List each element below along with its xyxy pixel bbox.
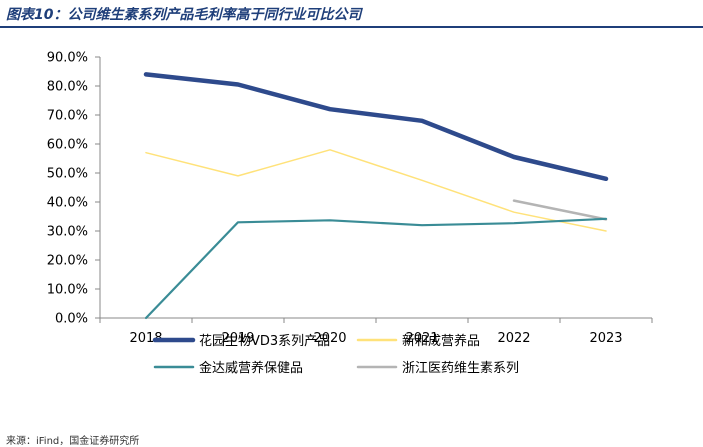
y-tick-label: 0.0% [55, 312, 88, 327]
y-tick-label: 10.0% [47, 283, 88, 298]
y-tick-label: 50.0% [47, 167, 88, 182]
series-line [512, 199, 608, 221]
x-tick-label: 2023 [589, 331, 622, 346]
series-line [144, 217, 608, 320]
legend-label: 浙江医药维生素系列 [402, 361, 519, 376]
y-tick-label: 90.0% [47, 51, 88, 66]
y-tick-label: 60.0% [47, 138, 88, 153]
y-tick-label: 70.0% [47, 109, 88, 124]
x-tick-label: 2022 [497, 331, 530, 346]
x-tick-label: 2020 [313, 331, 346, 346]
x-tick-label: 2018 [129, 331, 162, 346]
y-tick-label: 20.0% [47, 254, 88, 269]
legend-label: 花园生物VD3系列产品 [199, 333, 330, 349]
x-tick-label: 2019 [221, 331, 254, 346]
series-line [145, 149, 607, 232]
title-bar: 图表10：公司维生素系列产品毛利率高于同行业可比公司 [0, 0, 703, 30]
title-divider [0, 26, 703, 28]
y-tick-label: 30.0% [47, 225, 88, 240]
series-line [143, 72, 609, 182]
line-chart: 0.0% 10.0% 20.0% 30.0% 40.0% 50.0% 60.0% 70.0% 8… [47, 51, 653, 376]
y-tick-label: 80.0% [47, 80, 88, 95]
legend-label: 新和成营养品 [402, 333, 480, 349]
figure-title: 图表10：公司维生素系列产品毛利率高于同行业可比公司 [6, 7, 362, 23]
y-tick-label: 40.0% [47, 196, 88, 211]
legend-label: 金达威营养保健品 [199, 360, 303, 376]
x-tick-label: 2021 [405, 331, 438, 346]
